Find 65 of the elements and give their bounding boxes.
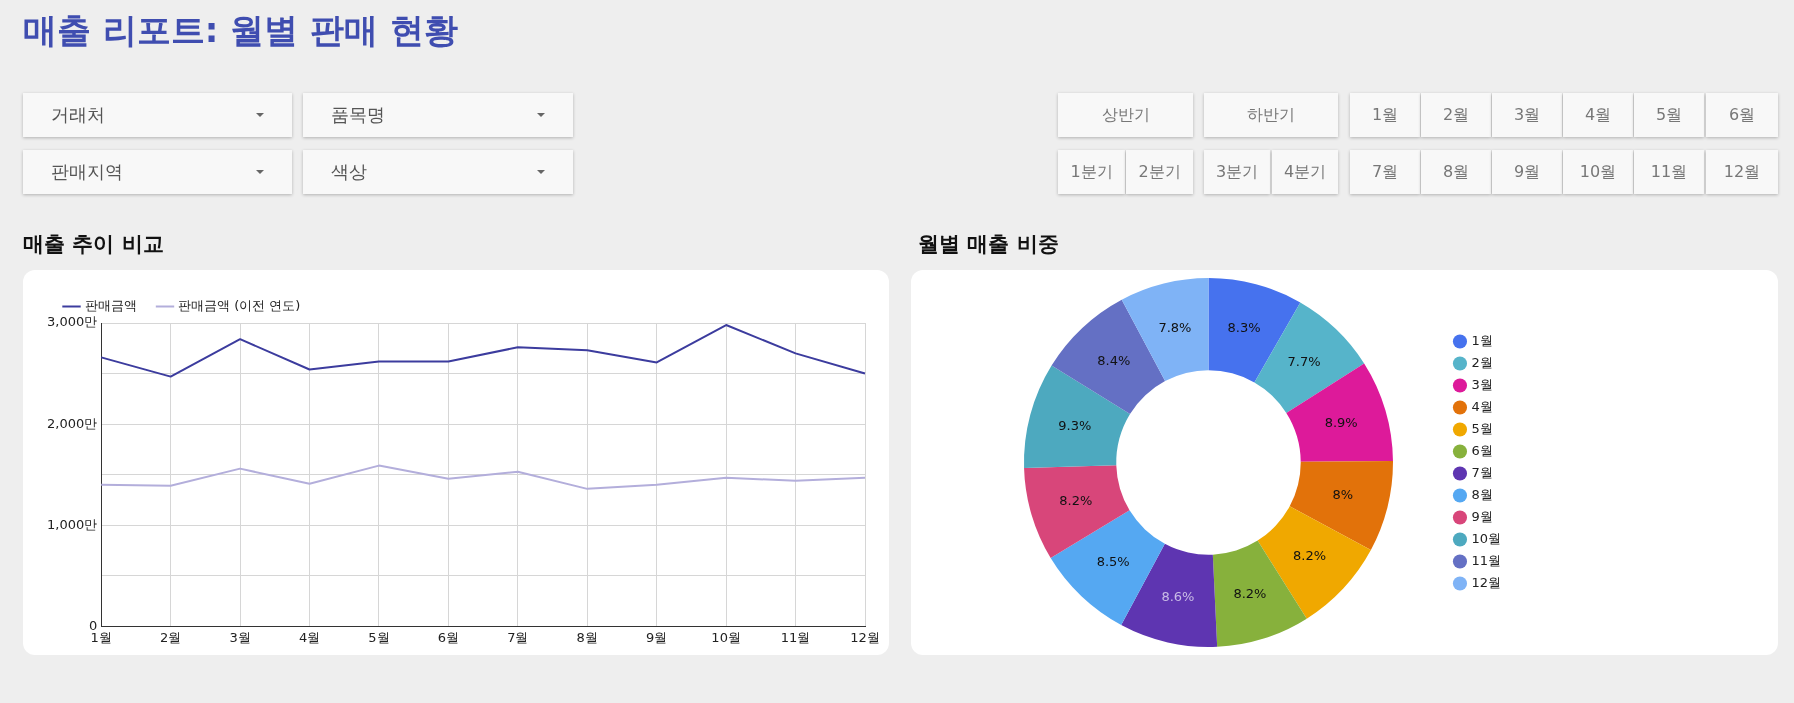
chart-title: 매출 추이 비교 [23,231,164,258]
toggle-button[interactable]: 8월 [1421,150,1491,194]
data-label: 8.4% [1097,352,1131,368]
toggle-button[interactable]: 4월 [1563,93,1633,137]
legend-label: 7월 [1471,464,1493,480]
legend-label: 2월 [1471,354,1493,370]
y-tick-label: 2,000만 [47,415,98,431]
x-tick-label: 12월 [850,629,880,645]
x-tick-label: 7월 [507,629,529,645]
x-tick-label: 3월 [229,629,251,645]
toggle-button[interactable]: 2분기 [1126,150,1193,194]
legend-label: 11월 [1471,552,1501,568]
y-tick-label: 3,000만 [47,314,98,330]
x-tick-label: 2월 [160,629,182,645]
toggle-button[interactable]: 11월 [1634,150,1704,194]
x-tick-label: 9월 [646,629,668,645]
toggle-button[interactable]: 1분기 [1058,150,1125,194]
data-label: 8.5% [1096,554,1130,570]
data-label: 8.6% [1161,588,1195,604]
dropdown-field[interactable]: 색상 [303,150,573,194]
legend-label: 8월 [1471,486,1493,502]
data-label: 8.2% [1233,585,1267,601]
x-tick-label: 5월 [368,629,390,645]
toggle-button[interactable]: 6월 [1706,93,1778,137]
x-tick-label: 6월 [437,629,460,645]
x-tick-label: 4월 [298,629,321,645]
toggle-button[interactable]: 7월 [1350,150,1420,194]
x-tick-label: 10월 [711,629,741,645]
legend-label: 1월 [1471,332,1493,348]
y-tick-label: 1,000만 [47,516,98,532]
legend-label: 3월 [1471,376,1493,392]
data-label: 8.9% [1324,414,1358,430]
legend-label: 판매금액 (이전 연도) [178,297,301,313]
toggle-button[interactable]: 상반기 [1058,93,1193,137]
data-label: 7.7% [1287,353,1321,369]
toggle-button[interactable]: 9월 [1492,150,1562,194]
toggle-button[interactable]: 4분기 [1272,150,1338,194]
data-label: 8.2% [1059,493,1093,509]
text: 매출 리포트: 월별 판매 현황 [23,9,458,52]
legend-label: 5월 [1471,420,1493,436]
legend-label: 12월 [1471,574,1501,590]
data-label: 8% [1332,487,1354,503]
toggle-button[interactable]: 5월 [1634,93,1704,137]
toggle-button[interactable]: 3월 [1492,93,1562,137]
data-label: 7.8% [1158,319,1192,335]
toggle-button[interactable]: 하반기 [1204,93,1338,137]
legend-label: 6월 [1471,442,1493,458]
data-label: 9.3% [1058,418,1092,434]
data-label: 8.2% [1293,548,1327,564]
dropdown-field[interactable]: 품목명 [303,93,573,137]
legend-label: 4월 [1471,398,1493,414]
dropdown-field[interactable]: 판매지역 [23,150,292,194]
x-tick-label: 11월 [780,629,811,645]
x-tick-label: 8월 [576,629,598,645]
chart-title: 월별 매출 비중 [918,231,1059,258]
toggle-button[interactable]: 3분기 [1204,150,1270,194]
toggle-button[interactable]: 10월 [1563,150,1633,194]
toggle-button[interactable]: 1월 [1350,93,1420,137]
dropdown-field[interactable]: 거래처 [23,93,292,137]
data-label: 8.3% [1227,320,1261,336]
toggle-button[interactable]: 12월 [1706,150,1778,194]
legend-label: 10월 [1471,530,1501,546]
legend-label: 판매금액 [84,297,137,313]
legend-label: 9월 [1471,508,1493,524]
toggle-button[interactable]: 2월 [1421,93,1491,137]
